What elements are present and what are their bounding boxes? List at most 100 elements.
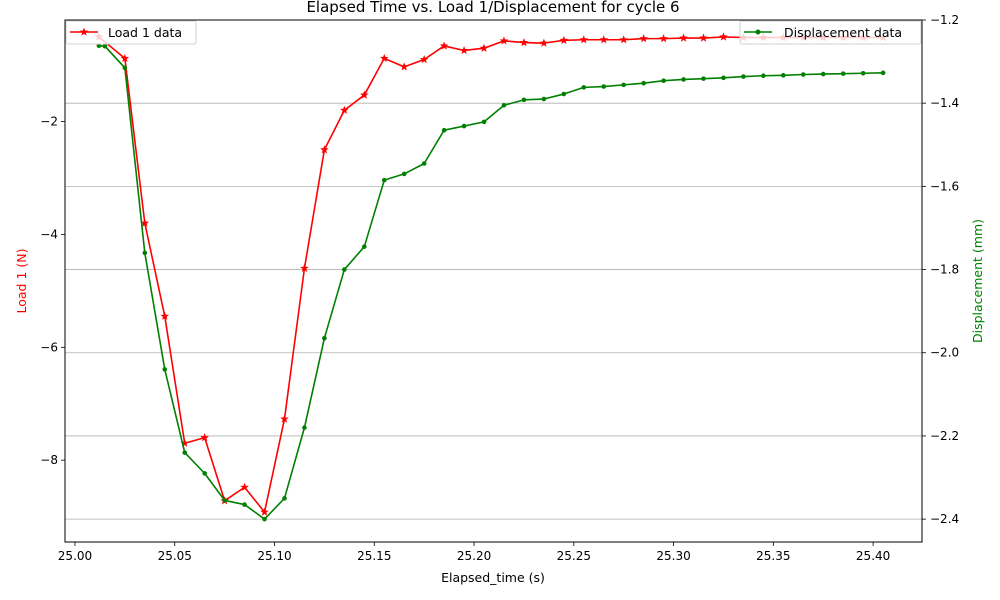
displacement-point [441,127,447,133]
displacement-point [102,43,108,49]
displacement-point [800,72,806,77]
right-y-tick-label: −2.2 [930,429,959,443]
displacement-point [641,80,646,86]
x-tick-label: 25.15 [357,549,391,563]
displacement-point [860,70,866,76]
x-tick-label: 25.35 [756,549,790,563]
displacement-point [322,335,327,341]
displacement-point [262,516,267,522]
displacement-point [122,65,128,71]
displacement-point [401,171,407,177]
left-y-axis-ticks: −8 −6 −4 −2 [40,115,65,467]
displacement-point [142,250,148,256]
load-point [479,43,489,52]
displacement-point [661,78,666,84]
displacement-point [840,71,846,76]
load-point [459,45,469,55]
right-y-axis-ticks: −2.4 −2.2 −2.0 −1.8 −1.6 −1.4 −1.2 [922,13,959,526]
load-point [360,90,369,99]
right-y-tick-label: −1.6 [930,179,959,193]
displacement-point [820,71,826,77]
right-y-tick-label: −1.2 [930,13,959,27]
load-point [639,34,648,43]
load-point [579,35,589,44]
load-point [379,53,389,63]
x-tick-label: 25.00 [58,549,92,563]
series-displacement [96,43,886,522]
load-point [200,433,209,442]
displacement-point [880,70,886,76]
x-tick-label: 25.05 [158,549,192,563]
plot-frame [64,19,923,543]
legend-load: Load 1 data [65,20,197,45]
displacement-point [601,84,607,89]
legend-load-box [65,20,197,45]
load-point [659,34,668,43]
legend-load-label: Load 1 data [108,25,182,40]
displacement-point [781,73,786,78]
displacement-point [242,502,247,507]
load-point [399,62,409,71]
load-point [499,36,509,45]
right-y-tick-label: −2.0 [930,346,959,360]
load-point [439,41,449,50]
right-y-tick-label: −2.4 [930,512,959,526]
displacement-point [362,244,367,249]
x-axis-label: Elapsed_time (s) [441,570,545,585]
right-y-axis-label: Displacement (mm) [970,219,985,343]
left-y-tick-label: −6 [40,340,58,354]
legend-load-marker [79,27,89,36]
load-point [699,33,708,42]
load-point [140,218,150,227]
x-tick-label: 25.30 [656,549,690,563]
left-y-tick-label: −4 [40,227,58,241]
load-point [619,35,628,44]
chart-title: Elapsed Time vs. Load 1/Displacement for… [306,0,679,16]
x-tick-label: 25.25 [557,549,591,563]
displacement-point [761,73,766,79]
right-y-tick-label: −1.8 [930,263,959,277]
load-point [180,438,189,447]
x-axis-ticks: 25.00 25.05 25.10 25.15 25.20 25.25 25.30 25.35… [58,542,890,563]
displacement-point [581,85,587,90]
legend-displacement-marker [755,29,761,35]
x-tick-label: 25.20 [457,549,491,563]
legend-displacement-box [739,20,922,45]
displacement-point [162,367,168,372]
displacement-point [561,91,567,97]
load-point [719,32,728,41]
displacement-point [741,74,746,79]
load-point [320,145,329,154]
displacement-point [421,161,427,166]
displacement-point [681,77,686,82]
legend-displacement-label: Displacement data [784,25,902,40]
displacement-point [501,102,507,108]
left-y-tick-label: −8 [40,453,58,467]
left-y-axis-label: Load 1 (N) [14,249,29,314]
load-point [599,35,609,44]
displacement-point [721,75,726,81]
load-point [419,55,429,64]
displacement-point [521,97,527,103]
right-y-tick-label: −1.4 [930,96,959,110]
displacement-point [96,43,102,49]
load-point [539,38,549,47]
x-tick-label: 25.40 [856,549,890,563]
displacement-point [621,82,626,88]
displacement-point [541,96,547,102]
load-point [120,53,130,63]
load-point [280,414,289,423]
displacement-point [701,76,706,81]
load-point [300,263,309,272]
displacement-point [202,471,207,476]
plot-series [94,32,888,522]
load-point [240,482,249,491]
displacement-point [222,498,227,503]
gridlines [65,102,922,520]
displacement-point [381,177,387,183]
load-point [260,507,269,516]
left-y-tick-label: −2 [40,115,58,129]
load-point [519,38,529,47]
load-point [679,33,688,42]
